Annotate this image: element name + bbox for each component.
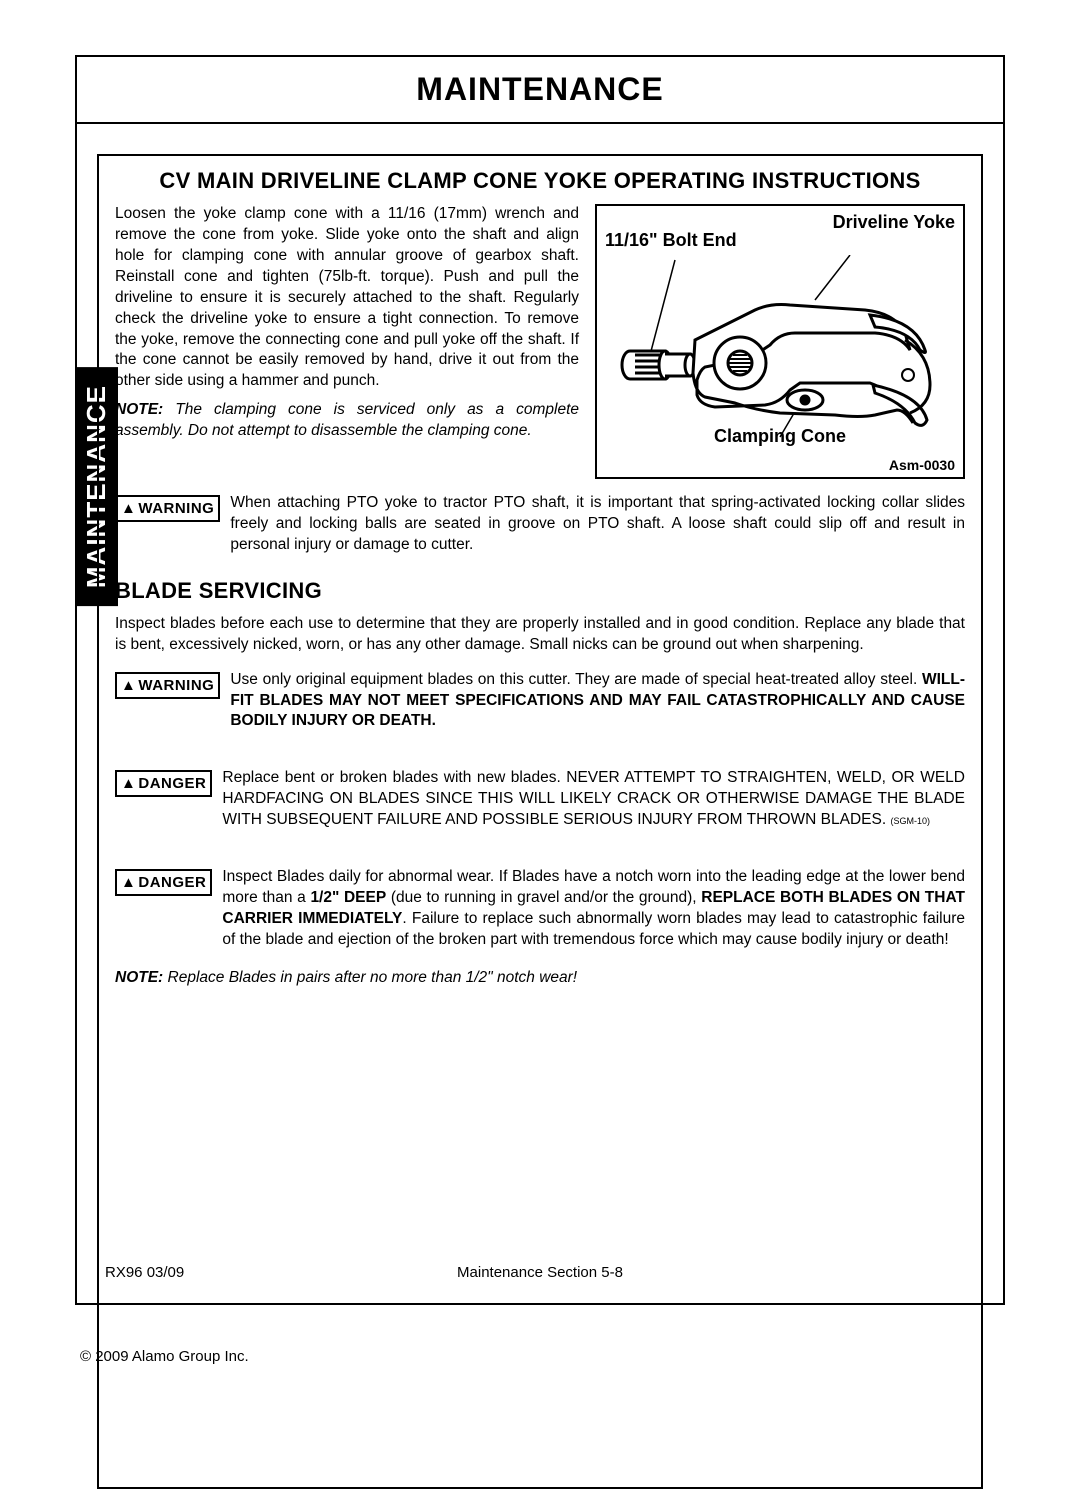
final-note: NOTE: Replace Blades in pairs after no m… xyxy=(115,969,965,987)
section1-text-column: Loosen the yoke clamp cone with a 11/16 … xyxy=(115,204,579,479)
section1-note: NOTE: The clamping cone is serviced only… xyxy=(115,400,579,442)
section1-body-row: Loosen the yoke clamp cone with a 11/16 … xyxy=(115,204,965,479)
bolt-end-label: 11/16" Bolt End xyxy=(605,212,737,251)
note-body: The clamping cone is serviced only as a … xyxy=(115,401,579,439)
danger-1-text: Replace bent or broken blades with new b… xyxy=(222,768,965,831)
footer: RX96 03/09 Maintenance Section 5-8 xyxy=(105,1264,975,1281)
warning-label: WARNING xyxy=(138,677,214,694)
warning-icon: ▲ xyxy=(121,678,136,693)
footer-center: Maintenance Section 5-8 xyxy=(105,1264,975,1281)
warning-icon: ▲ xyxy=(121,875,136,890)
section2-heading: BLADE SERVICING xyxy=(115,578,965,604)
warning-badge: ▲WARNING xyxy=(115,495,220,522)
danger-2: ▲ DANGER Inspect Blades daily for abnorm… xyxy=(115,867,965,951)
warning-label: WARNING xyxy=(138,500,214,517)
driveline-yoke-label: Driveline Yoke xyxy=(833,212,955,251)
d2-mid: (due to running in gravel and/or the gro… xyxy=(386,889,701,906)
diagram-top-labels: 11/16" Bolt End Driveline Yoke xyxy=(605,212,955,251)
page-title: MAINTENANCE xyxy=(77,71,1003,108)
title-bar: MAINTENANCE xyxy=(77,57,1003,124)
warning-2: ▲WARNING Use only original equipment bla… xyxy=(115,670,965,733)
warning-1: ▲WARNING When attaching PTO yoke to trac… xyxy=(115,493,965,556)
section1-heading: CV MAIN DRIVELINE CLAMP CONE YOKE OPERAT… xyxy=(115,168,965,194)
d2-b1: 1/2" DEEP xyxy=(310,889,386,906)
yoke-svg xyxy=(605,255,955,440)
d1-code: (SGM-10) xyxy=(890,816,930,826)
section1-body-text: Loosen the yoke clamp cone with a 11/16 … xyxy=(115,204,579,392)
w2-pre: Use only original equipment blades on th… xyxy=(230,671,922,688)
section2-body: Inspect blades before each use to determ… xyxy=(115,614,965,656)
warning-icon: ▲ xyxy=(121,776,136,791)
warning-2-text: Use only original equipment blades on th… xyxy=(230,670,965,733)
d1-body: Replace bent or broken blades with new b… xyxy=(222,769,965,828)
diagram-asm-id: Asm-0030 xyxy=(889,457,955,473)
content-frame: CV MAIN DRIVELINE CLAMP CONE YOKE OPERAT… xyxy=(97,154,983,1489)
page-frame: MAINTENANCE MAINTENANCE CV MAIN DRIVELIN… xyxy=(75,55,1005,1305)
clamping-cone-label: Clamping Cone xyxy=(597,426,963,447)
final-note-text: Replace Blades in pairs after no more th… xyxy=(163,969,577,986)
note-prefix: NOTE: xyxy=(115,401,163,418)
yoke-diagram: 11/16" Bolt End Driveline Yoke xyxy=(595,204,965,479)
final-note-prefix: NOTE: xyxy=(115,969,163,986)
danger-badge: ▲ DANGER xyxy=(115,869,212,896)
warning-badge: ▲WARNING xyxy=(115,672,220,699)
warning-1-text: When attaching PTO yoke to tractor PTO s… xyxy=(230,493,965,556)
danger-1: ▲ DANGER Replace bent or broken blades w… xyxy=(115,768,965,831)
warning-icon: ▲ xyxy=(121,501,136,516)
danger-2-text: Inspect Blades daily for abnormal wear. … xyxy=(222,867,965,951)
danger-badge: ▲ DANGER xyxy=(115,770,212,797)
danger-label: DANGER xyxy=(138,775,206,792)
copyright: © 2009 Alamo Group Inc. xyxy=(80,1348,249,1365)
danger-label: DANGER xyxy=(138,874,206,891)
